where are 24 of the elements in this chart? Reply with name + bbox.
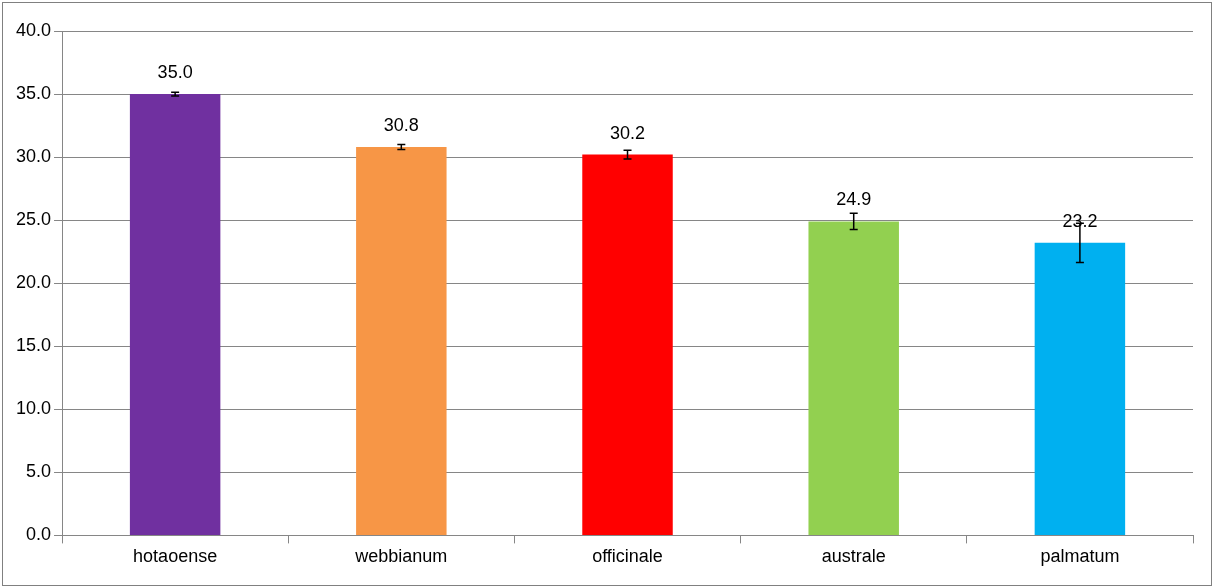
bar [808,221,899,535]
y-tick-label: 40.0 [15,19,52,40]
data-label: 24.9 [836,189,872,210]
bar [356,147,447,535]
x-tick-label: hotaoense [133,546,218,567]
x-tick-label: australe [821,546,886,567]
y-tick-label: 10.0 [15,398,52,419]
bar [129,94,221,535]
y-tick-label: 0.0 [26,524,52,545]
y-tick-label: 5.0 [26,461,52,482]
y-tick-label: 15.0 [15,335,52,356]
data-label: 35.0 [157,62,193,83]
data-label: 23.2 [1062,210,1098,231]
bar [1034,242,1126,535]
bar [582,154,673,535]
data-label: 30.2 [609,122,646,143]
x-tick-label: palmatum [1040,546,1120,567]
x-tick-label: officinale [592,546,663,567]
y-tick-label: 30.0 [15,146,52,167]
data-label: 30.8 [383,114,419,135]
x-tick-label: webbianum [354,546,448,567]
y-tick-label: 35.0 [15,83,52,104]
y-tick-label: 25.0 [15,209,52,230]
y-tick-label: 20.0 [15,272,52,293]
